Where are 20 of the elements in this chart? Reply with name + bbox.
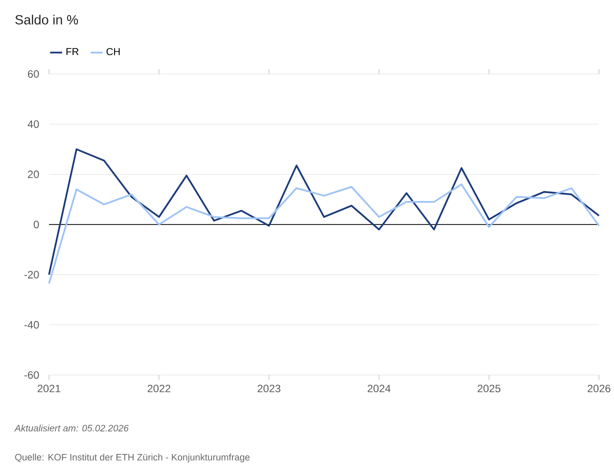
x-tick-label: 2024 [368, 384, 391, 392]
y-tick-label: -60 [24, 371, 39, 379]
legend-label: CH [106, 48, 120, 56]
line-series [48, 183, 600, 284]
y-tick-label: 40 [28, 120, 39, 128]
source-note: Quelle: KOF Institut der ETH Zürich - Konjunkturumfrage [15, 454, 250, 462]
legend-label: FR [66, 48, 79, 56]
x-tick-label: 2026 [588, 384, 610, 392]
text: Aktualisiert am: 05.02.2026 [14, 424, 129, 432]
chart-title: Saldo in % [15, 14, 78, 24]
line-series [48, 148, 600, 276]
y-tick-label: 0 [34, 220, 39, 228]
y-tick-label: 60 [28, 70, 39, 78]
y-tick-label: 20 [28, 170, 39, 178]
y-tick-label: -20 [24, 270, 39, 278]
x-tick-label: 2021 [38, 384, 60, 392]
x-tick-label: 2023 [258, 384, 280, 392]
x-tick-label: 2025 [478, 384, 500, 392]
y-tick-label: -40 [24, 321, 39, 329]
x-tick-label: 2022 [148, 384, 170, 392]
